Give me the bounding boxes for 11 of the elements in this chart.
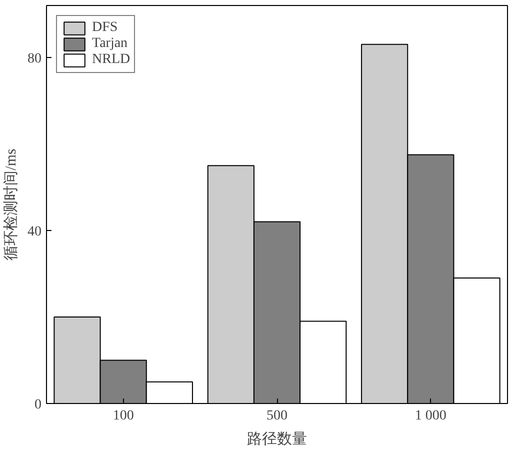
y-tick-label: 0 <box>34 398 42 412</box>
x-tick-label: 100 <box>112 408 134 424</box>
x-tick-label: 500 <box>266 408 288 424</box>
legend-label: DFS <box>92 20 118 36</box>
y-tick-label: 40 <box>28 224 42 240</box>
legend-label: Tarjan <box>92 36 128 52</box>
x-tick-label: 1 000 <box>414 408 446 424</box>
legend-label: NRLD <box>92 52 130 68</box>
x-axis-title: 路径数量 <box>247 430 307 448</box>
y-tick-label: 80 <box>28 51 42 66</box>
y-axis-title: 循环检测时间/ms <box>2 148 20 260</box>
